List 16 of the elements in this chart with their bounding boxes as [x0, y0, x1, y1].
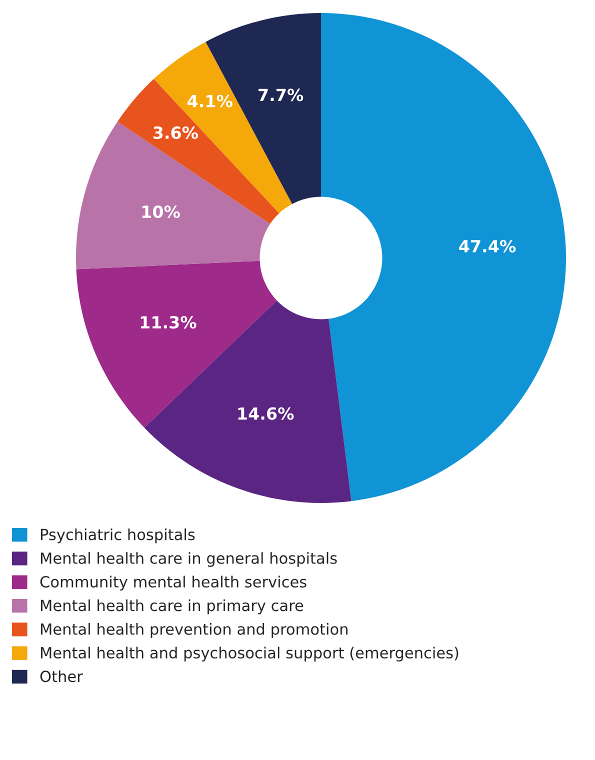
- donut-slice: [321, 13, 566, 502]
- data-label: 47.4%: [459, 240, 516, 252]
- legend-label: Mental health care in general hospitals: [41, 552, 337, 567]
- legend-label: Mental health prevention and promotion: [41, 623, 348, 638]
- data-label: 10%: [142, 205, 180, 218]
- legend-label: Other: [40, 670, 83, 682]
- legend-label: Psychiatric hospitals: [41, 528, 195, 544]
- legend-label: Community mental health services: [40, 576, 306, 591]
- data-label: 3.6%: [153, 126, 198, 139]
- legend-label: Mental health care in primary care: [41, 599, 304, 614]
- donut-slice: [76, 122, 270, 270]
- data-label: 11.3%: [140, 316, 196, 329]
- data-label: 7.7%: [258, 88, 304, 102]
- data-label: 14.6%: [238, 407, 294, 420]
- data-label: 4.1%: [187, 94, 232, 108]
- legend-label: Mental health and psychosocial support (emergencies): [41, 646, 458, 662]
